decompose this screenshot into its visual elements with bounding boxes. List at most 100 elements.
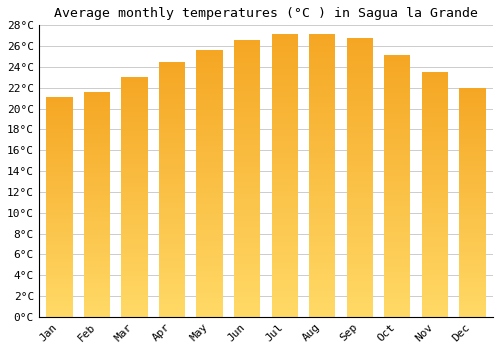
Bar (272, 243, 298, 245)
Bar (384, 217, 410, 219)
Bar (309, 238, 336, 239)
Bar (196, 198, 223, 200)
Bar (122, 110, 148, 111)
Bar (422, 230, 448, 231)
Bar (234, 225, 260, 227)
Bar (272, 202, 298, 204)
Bar (384, 204, 410, 206)
Bar (159, 101, 185, 103)
Bar (122, 158, 148, 159)
Bar (122, 167, 148, 168)
Bar (346, 218, 373, 219)
Bar (159, 234, 185, 235)
Bar (384, 263, 410, 265)
Bar (122, 137, 148, 138)
Bar (422, 259, 448, 260)
Bar (46, 302, 72, 303)
Bar (122, 86, 148, 87)
Bar (272, 140, 298, 141)
Bar (84, 289, 110, 290)
Bar (159, 86, 185, 87)
Bar (272, 246, 298, 247)
Bar (272, 270, 298, 272)
Bar (46, 307, 72, 308)
Bar (460, 316, 485, 317)
Bar (272, 230, 298, 232)
Bar (309, 106, 336, 107)
Bar (346, 230, 373, 232)
Bar (84, 202, 110, 203)
Bar (196, 125, 223, 126)
Bar (46, 204, 72, 205)
Bar (346, 117, 373, 119)
Bar (384, 170, 410, 172)
Bar (46, 147, 72, 148)
Bar (309, 279, 336, 280)
Bar (159, 150, 185, 151)
Bar (196, 230, 223, 231)
Bar (309, 215, 336, 216)
Bar (234, 187, 260, 188)
Bar (460, 206, 485, 207)
Bar (272, 42, 298, 43)
Bar (234, 62, 260, 63)
Bar (309, 155, 336, 157)
Bar (384, 142, 410, 143)
Bar (84, 296, 110, 298)
Bar (460, 117, 485, 118)
Bar (346, 55, 373, 56)
Bar (460, 99, 485, 100)
Bar (84, 98, 110, 99)
Bar (196, 234, 223, 236)
Bar (46, 139, 72, 140)
Bar (309, 270, 336, 272)
Bar (384, 265, 410, 266)
Bar (196, 177, 223, 178)
Bar (422, 110, 448, 111)
Bar (272, 287, 298, 288)
Bar (346, 268, 373, 270)
Bar (159, 78, 185, 79)
Bar (122, 190, 148, 191)
Bar (384, 232, 410, 233)
Bar (272, 252, 298, 253)
Bar (122, 247, 148, 248)
Bar (159, 182, 185, 183)
Bar (196, 237, 223, 238)
Bar (234, 144, 260, 145)
Bar (309, 175, 336, 177)
Bar (422, 242, 448, 243)
Bar (272, 211, 298, 212)
Bar (272, 79, 298, 80)
Bar (346, 163, 373, 165)
Bar (422, 89, 448, 91)
Bar (309, 112, 336, 113)
Bar (272, 162, 298, 164)
Bar (196, 74, 223, 76)
Bar (84, 219, 110, 220)
Bar (234, 44, 260, 46)
Bar (159, 129, 185, 131)
Bar (460, 139, 485, 140)
Bar (46, 111, 72, 112)
Bar (422, 193, 448, 195)
Bar (309, 108, 336, 110)
Bar (422, 307, 448, 308)
Bar (346, 251, 373, 253)
Bar (309, 126, 336, 127)
Bar (122, 135, 148, 136)
Bar (122, 206, 148, 208)
Bar (346, 248, 373, 250)
Bar (46, 309, 72, 310)
Bar (84, 159, 110, 161)
Bar (234, 288, 260, 289)
Bar (159, 287, 185, 289)
Bar (234, 177, 260, 178)
Bar (122, 81, 148, 82)
Bar (460, 219, 485, 220)
Bar (122, 128, 148, 129)
Bar (309, 229, 336, 230)
Bar (309, 131, 336, 133)
Bar (122, 286, 148, 287)
Bar (384, 106, 410, 108)
